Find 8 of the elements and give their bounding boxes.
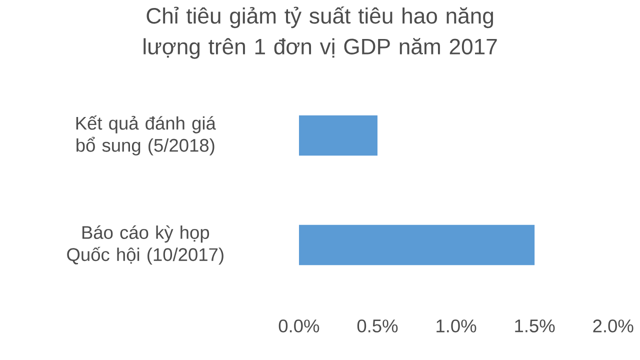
x-tick-label: 2.0% <box>593 319 634 332</box>
y-tick-label: Báo cáo kỳ họp Quốc hội (10/2017) <box>67 225 224 265</box>
x-tick-label: 1.0% <box>436 319 476 332</box>
y-tick-label: Kết quả đánh giá bổ sung (5/2018) <box>76 115 216 156</box>
x-tick-label: 1.5% <box>515 319 555 332</box>
x-tick-label: 0.5% <box>357 319 398 332</box>
chart-title: Chỉ tiêu giảm tỷ suất tiêu hao năng lượng trên 1 đơn vị GDP năm 2017 <box>144 6 497 59</box>
x-tick-label: 0.0% <box>278 319 320 332</box>
